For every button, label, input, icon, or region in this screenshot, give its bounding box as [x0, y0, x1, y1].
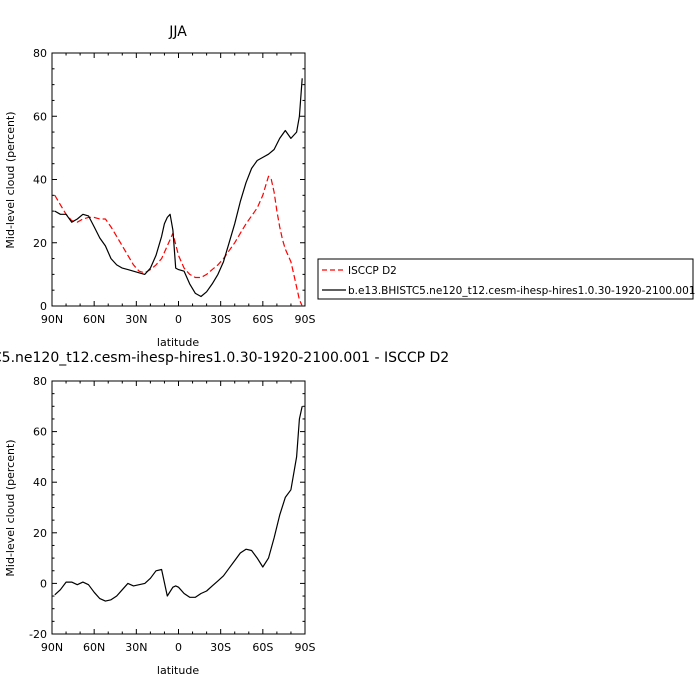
x-tick-label: 60S: [252, 641, 273, 654]
bottom-panel-lines: [54, 406, 303, 602]
y-tick-label: 20: [33, 527, 47, 540]
plot-frame: [51, 380, 306, 635]
bottom-panel-title: b.e13.BHISTC5.ne120_t12.cesm-ihesp-hires…: [0, 350, 449, 366]
legend-label-isccp: ISCCP D2: [348, 265, 397, 277]
x-tick-label: 60N: [83, 313, 105, 326]
x-tick-label: 30S: [210, 313, 231, 326]
bottom-panel-xlabel: latitude: [157, 664, 199, 677]
y-tick-label: 0: [40, 577, 47, 590]
series-line-model: [54, 406, 303, 602]
legend-label-model: b.e13.BHISTC5.ne120_t12.cesm-ihesp-hires…: [348, 285, 695, 297]
x-tick-label: 60S: [252, 313, 273, 326]
top-panel-xlabel: latitude: [157, 336, 199, 349]
top-panel: JJA Mid-level cloud (percent) latitude 9…: [4, 24, 316, 349]
x-tick-label: 90S: [295, 313, 316, 326]
x-tick-label: 60N: [83, 641, 105, 654]
series-line-model: [54, 78, 303, 298]
y-tick-label: 80: [33, 47, 47, 60]
series-line-isccp: [54, 175, 303, 307]
top-panel-ylabel: Mid-level cloud (percent): [4, 111, 17, 248]
bottom-panel: b.e13.BHISTC5.ne120_t12.cesm-ihesp-hires…: [0, 350, 449, 677]
legend: ISCCP D2 b.e13.BHISTC5.ne120_t12.cesm-ih…: [317, 258, 695, 300]
y-tick-label: 60: [33, 110, 47, 123]
y-tick-label: 80: [33, 375, 47, 388]
y-tick-label: 0: [40, 300, 47, 313]
bottom-panel-axes: 90N 60N 30N 0 30S 60S 90S -20 0 20 40 60 80: [29, 375, 315, 654]
x-tick-label: 0: [175, 641, 182, 654]
x-tick-label: 30N: [125, 313, 147, 326]
y-tick-label: 40: [33, 174, 47, 187]
legend-box: [317, 258, 694, 300]
top-panel-title: JJA: [168, 24, 187, 40]
y-tick-label: -20: [29, 628, 47, 641]
top-panel-lines: [54, 78, 303, 307]
x-tick-label: 30N: [125, 641, 147, 654]
top-panel-axes: 90N 60N 30N 0 30S 60S 90S 0 20 40 60 80: [33, 47, 316, 326]
x-tick-label: 90S: [295, 641, 316, 654]
y-tick-label: 20: [33, 237, 47, 250]
x-tick-label: 0: [175, 313, 182, 326]
bottom-panel-ylabel: Mid-level cloud (percent): [4, 439, 17, 576]
x-tick-label: 30S: [210, 641, 231, 654]
x-tick-label: 90N: [41, 313, 63, 326]
y-tick-label: 60: [33, 426, 47, 439]
y-tick-label: 40: [33, 476, 47, 489]
x-tick-label: 90N: [41, 641, 63, 654]
